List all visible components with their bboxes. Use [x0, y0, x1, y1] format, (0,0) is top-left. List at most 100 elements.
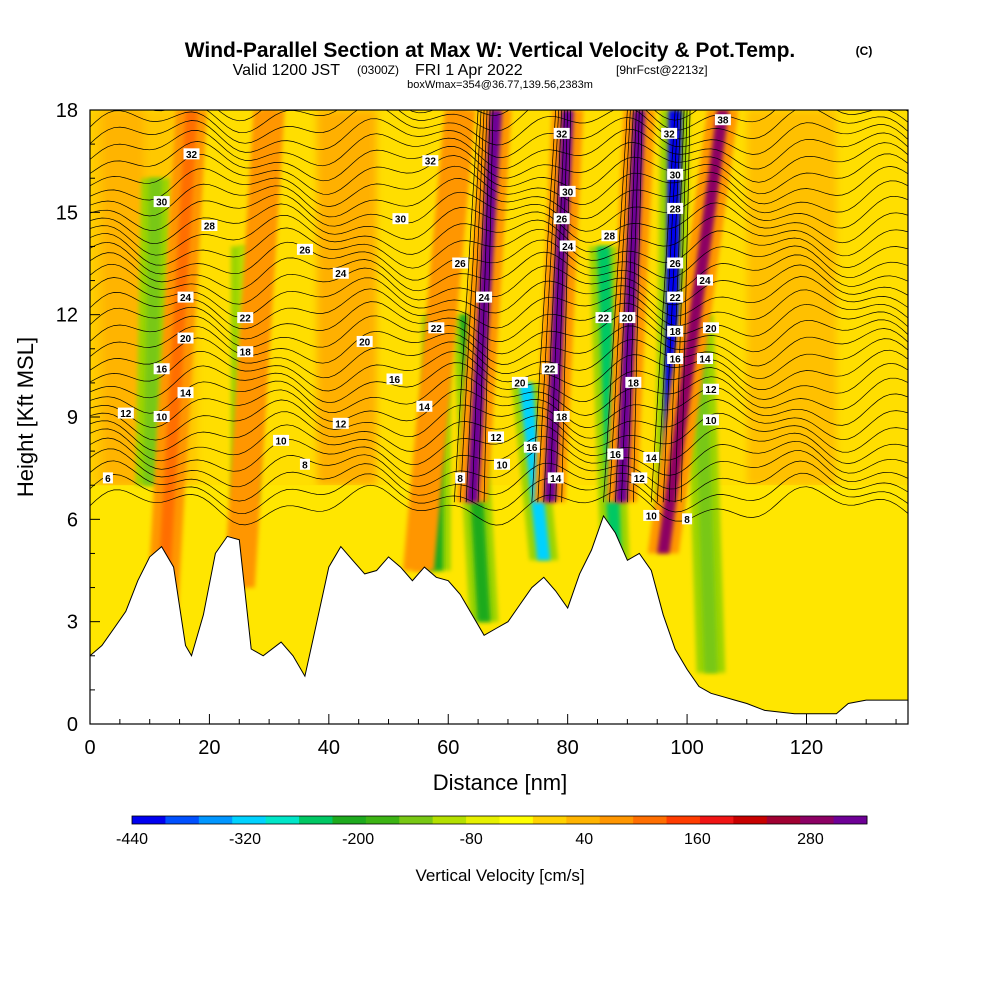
theta-label-text: 28 — [604, 232, 616, 243]
theta-label-bg — [682, 513, 693, 525]
theta-label-bg — [386, 373, 403, 385]
theta-label: 12 — [631, 472, 648, 485]
valid-time-prefix: Valid 1200 JST — [233, 62, 341, 79]
theta-label: 20 — [619, 312, 636, 325]
theta-label-bg — [153, 411, 170, 422]
theta-label: 30 — [559, 185, 576, 198]
theta-label-text: 22 — [544, 365, 556, 376]
y-tick-label: 18 — [56, 100, 78, 122]
field-band — [316, 110, 377, 486]
valid-time-line: Valid 1200 JST (0300Z) FRI 1 Apr 2022 [9… — [233, 62, 708, 79]
copyright-mark: (C) — [856, 44, 873, 58]
theta-label-text: 10 — [276, 436, 288, 447]
theta-label: 18 — [237, 346, 254, 359]
theta-label-text: 38 — [717, 116, 729, 127]
theta-label-bg — [177, 291, 194, 303]
theta-contour — [90, 263, 908, 306]
theta-label-bg — [643, 509, 660, 521]
theta-contour — [90, 288, 908, 330]
theta-label: 32 — [422, 155, 439, 168]
theta-label-text: 24 — [562, 242, 574, 253]
colorbar-swatch — [800, 816, 835, 824]
theta-contours — [90, 110, 908, 526]
theta-label: 24 — [177, 291, 194, 304]
theta-label-bg — [428, 322, 445, 334]
theta-label: 22 — [667, 291, 684, 304]
updraft-core — [543, 110, 574, 503]
theta-label-bg — [332, 267, 349, 279]
terrain — [90, 514, 908, 724]
theta-label: 22 — [237, 312, 254, 325]
theta-label: 18 — [625, 376, 642, 389]
theta-contour — [465, 110, 485, 503]
theta-label-text: 18 — [556, 413, 568, 424]
colorbar-swatch — [265, 816, 300, 824]
theta-contour — [90, 472, 908, 515]
colorbar-swatch — [399, 816, 434, 824]
theta-label-bg — [476, 291, 493, 303]
theta-contour — [90, 239, 908, 281]
theta-label-text: 12 — [490, 433, 502, 444]
theta-label-bg — [416, 400, 433, 412]
theta-contour — [90, 165, 908, 207]
colorbar-tick-label: 160 — [684, 831, 711, 848]
theta-label-bg — [183, 148, 200, 160]
updraft-core — [155, 110, 198, 622]
theta-contour — [471, 110, 488, 503]
theta-label: 8 — [682, 513, 693, 526]
colorbar-swatch — [299, 816, 333, 824]
colorbar-swatch — [699, 816, 734, 824]
x-axis: 0 20 40 60 80 100 120 — [84, 714, 897, 759]
theta-label-text: 10 — [496, 460, 508, 471]
theta-contour — [90, 214, 908, 257]
theta-label-bg — [559, 240, 576, 252]
theta-contour — [477, 110, 491, 503]
theta-label: 10 — [702, 414, 719, 427]
x-tick-label: 20 — [198, 737, 220, 759]
theta-label-text: 16 — [670, 355, 682, 366]
theta-label-text: 12 — [634, 474, 646, 485]
theta-label: 32 — [183, 148, 200, 161]
theta-label: 20 — [511, 376, 528, 389]
colorbar-swatch — [232, 816, 267, 824]
theta-label-bg — [696, 353, 713, 365]
theta-label: 24 — [332, 267, 349, 280]
theta-label: 38 — [714, 114, 731, 127]
theta-label-text: 20 — [622, 314, 634, 325]
theta-contour — [549, 110, 566, 503]
theta-label-text: 30 — [156, 198, 168, 209]
colorbar-swatch — [165, 816, 200, 824]
theta-label: 30 — [153, 196, 170, 209]
theta-label-bg — [452, 257, 469, 269]
theta-contour — [90, 374, 908, 416]
theta-label-text: 20 — [514, 378, 526, 389]
downdraft-core — [519, 382, 551, 561]
theta-label-text: 24 — [335, 269, 347, 280]
updraft-core — [233, 110, 276, 588]
theta-label: 18 — [553, 411, 570, 424]
colorbar-swatch — [766, 816, 801, 824]
theta-label: 14 — [696, 353, 713, 366]
theta-label: 24 — [559, 240, 576, 253]
theta-label-text: 14 — [550, 474, 562, 485]
theta-label-text: 20 — [180, 334, 192, 345]
theta-label-text: 32 — [186, 150, 198, 161]
colorbar-swatch — [332, 816, 367, 824]
theta-label-text: 26 — [299, 245, 311, 256]
theta-label: 32 — [553, 127, 570, 140]
theta-label: 12 — [117, 407, 134, 420]
theta-label: 22 — [595, 312, 612, 325]
theta-label-text: 24 — [479, 293, 491, 304]
valid-date: FRI 1 Apr 2022 — [415, 62, 523, 79]
theta-label: 28 — [201, 219, 218, 232]
theta-contour — [90, 110, 908, 146]
theta-contour — [90, 276, 908, 318]
theta-label: 28 — [601, 230, 618, 243]
theta-label-text: 16 — [389, 375, 401, 386]
theta-label-text: 28 — [670, 204, 682, 215]
theta-label: 24 — [696, 274, 713, 287]
theta-contour — [90, 448, 908, 490]
theta-label-bg — [667, 353, 684, 365]
theta-label: 30 — [667, 168, 684, 181]
theta-label-bg — [619, 312, 636, 324]
